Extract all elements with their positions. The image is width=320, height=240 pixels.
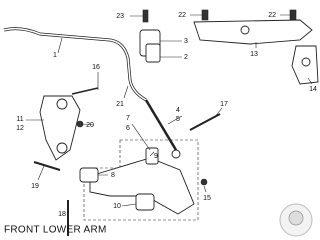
caption: FRONT LOWER ARM — [4, 225, 107, 236]
callout-label: 18 — [58, 211, 66, 218]
callout-label: 11 — [16, 116, 23, 123]
callout-label: 7 — [126, 115, 130, 122]
callout-label: 15 — [203, 195, 211, 202]
callout-label: 17 — [220, 101, 228, 108]
callout-label: 8 — [111, 172, 115, 179]
callout-label: 21 — [116, 101, 124, 108]
callout-label: 3 — [184, 38, 188, 45]
callout-label: 16 — [92, 64, 100, 71]
drawing — [3, 9, 319, 237]
callout-label: 10 — [113, 203, 121, 210]
callout-label: 4 — [176, 107, 180, 114]
callout-label: 2 — [184, 54, 188, 61]
callout-label: 1 — [53, 52, 57, 59]
callout-label: 9 — [154, 153, 158, 160]
callout-label: 22 — [268, 12, 276, 19]
callouts: 23 3 2 1 16 21 22 22 13 14 11 12 20 19 7… — [16, 12, 317, 218]
callout-label: 5 — [176, 116, 180, 123]
callout-label: 20 — [86, 122, 94, 129]
callout-label: 12 — [16, 125, 24, 132]
callout-label: 22 — [178, 12, 186, 19]
callout-label: 23 — [116, 13, 124, 20]
callout-label: 13 — [250, 51, 258, 58]
callout-label: 14 — [309, 86, 317, 93]
callout-label: 6 — [126, 125, 130, 132]
callout-label: 19 — [31, 183, 39, 190]
